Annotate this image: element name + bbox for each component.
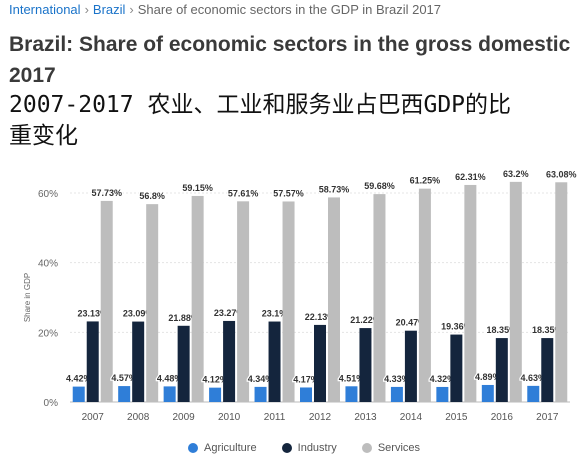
x-tick-label: 2012 [309,412,332,423]
data-label-services: 59.68% [364,181,395,191]
bar-agriculture-2011 [254,386,267,402]
data-label-services: 61.25% [410,176,441,186]
page-title: Brazil: Share of economic sectors in the… [9,33,571,56]
x-tick-label: 2008 [127,412,150,423]
bar-services-2014 [418,188,431,402]
breadcrumb: International › Brazil › Share of economic s… [9,2,441,17]
bar-services-2017 [555,182,568,402]
data-label-services: 63.08% [546,169,577,179]
data-label-services: 57.73% [91,188,122,198]
bar-services-2008 [146,204,159,402]
y-tick-label: 40% [38,259,58,270]
x-tick-label: 2011 [264,412,286,423]
data-label-services: 58.73% [319,184,350,194]
breadcrumb-link-brazil[interactable]: Brazil [92,2,126,17]
data-label-services: 57.57% [273,188,304,198]
x-tick-label: 2014 [400,412,423,423]
x-tick-label: 2010 [218,412,241,423]
bar-industry-2017 [541,338,554,402]
legend-label: Services [377,442,421,454]
data-label-agriculture: 4.48% [157,373,183,383]
breadcrumb-separator: › [129,2,134,17]
data-label-agriculture: 4.63% [521,373,547,383]
bar-agriculture-2008 [118,386,131,402]
data-label-agriculture: 4.17% [293,374,319,384]
breadcrumb-link-international[interactable]: International [9,2,81,17]
legend-label: Agriculture [204,442,257,454]
bar-agriculture-2010 [209,387,222,402]
y-axis-label: Share in GDP [23,273,32,322]
bar-industry-2010 [223,320,236,402]
y-tick-label: 0% [44,398,59,409]
bar-industry-2016 [495,338,508,402]
bar-services-2013 [373,194,386,402]
bar-industry-2011 [268,321,281,402]
bar-agriculture-2016 [481,384,494,402]
overlay-caption-line1: 2007-2017 农业、工业和服务业占巴西GDP的比 [9,92,512,118]
legend-swatch-agriculture [188,443,198,453]
bar-industry-2015 [450,334,463,402]
data-label-services: 63.2% [503,169,529,179]
bar-agriculture-2009 [163,386,176,402]
bar-industry-2009 [177,325,190,402]
x-tick-label: 2013 [354,412,377,423]
data-label-services: 62.31% [455,172,486,182]
y-tick-label: 20% [38,328,58,339]
bar-services-2015 [464,184,477,402]
chart-legend: Agriculture Industry Services [188,442,442,456]
legend-item-services[interactable]: Services [361,442,421,454]
bar-agriculture-2015 [436,386,449,402]
x-tick-label: 2016 [491,412,514,423]
x-tick-label: 2015 [445,412,468,423]
bar-agriculture-2014 [390,386,403,402]
bar-agriculture-2012 [300,387,312,402]
bar-services-2007 [100,200,113,402]
bar-services-2009 [191,195,204,402]
overlay-caption-line2: 重变化 [9,123,78,149]
data-label-agriculture: 4.51% [339,373,365,383]
legend-item-industry[interactable]: Industry [281,442,337,454]
breadcrumb-current: Share of economic sectors in the GDP in … [137,2,442,17]
breadcrumb-separator: › [84,2,89,17]
x-tick-label: 2017 [536,412,559,423]
data-label-agriculture: 4.33% [384,374,410,384]
data-label-agriculture: 4.32% [430,374,456,384]
legend-swatch-industry [281,443,292,453]
bar-industry-2012 [314,324,326,402]
bar-agriculture-2017 [527,385,540,402]
data-label-services: 57.61% [228,188,259,198]
bar-services-2011 [282,201,295,402]
bar-agriculture-2013 [345,386,358,402]
data-label-industry: 23.1% [262,309,288,319]
data-label-services: 59.15% [182,183,213,193]
data-label-services: 56.8% [139,191,165,201]
bar-agriculture-2007 [72,386,85,402]
x-tick-label: 2007 [82,412,105,423]
data-label-agriculture: 4.42% [66,374,92,384]
overlay-caption: 2007-2017 农业、工业和服务业占巴西GDP的比 重变化 [9,90,569,152]
legend-label: Industry [297,442,337,454]
bar-industry-2008 [132,321,145,402]
x-tick-label: 2009 [173,412,196,423]
bar-industry-2013 [359,328,372,402]
legend-swatch-services [361,443,372,453]
bar-industry-2014 [404,330,417,402]
bar-industry-2007 [86,321,99,402]
data-label-agriculture: 4.12% [202,375,228,385]
bar-services-2012 [328,197,340,402]
data-label-agriculture: 4.57% [111,373,137,383]
y-tick-label: 60% [38,189,58,200]
legend-item-agriculture[interactable]: Agriculture [188,442,257,454]
data-label-agriculture: 4.89% [475,372,501,382]
data-label-agriculture: 4.34% [248,374,274,384]
bar-services-2010 [237,201,250,402]
bar-services-2016 [509,181,522,402]
page-title-year: 2017 [9,64,56,87]
